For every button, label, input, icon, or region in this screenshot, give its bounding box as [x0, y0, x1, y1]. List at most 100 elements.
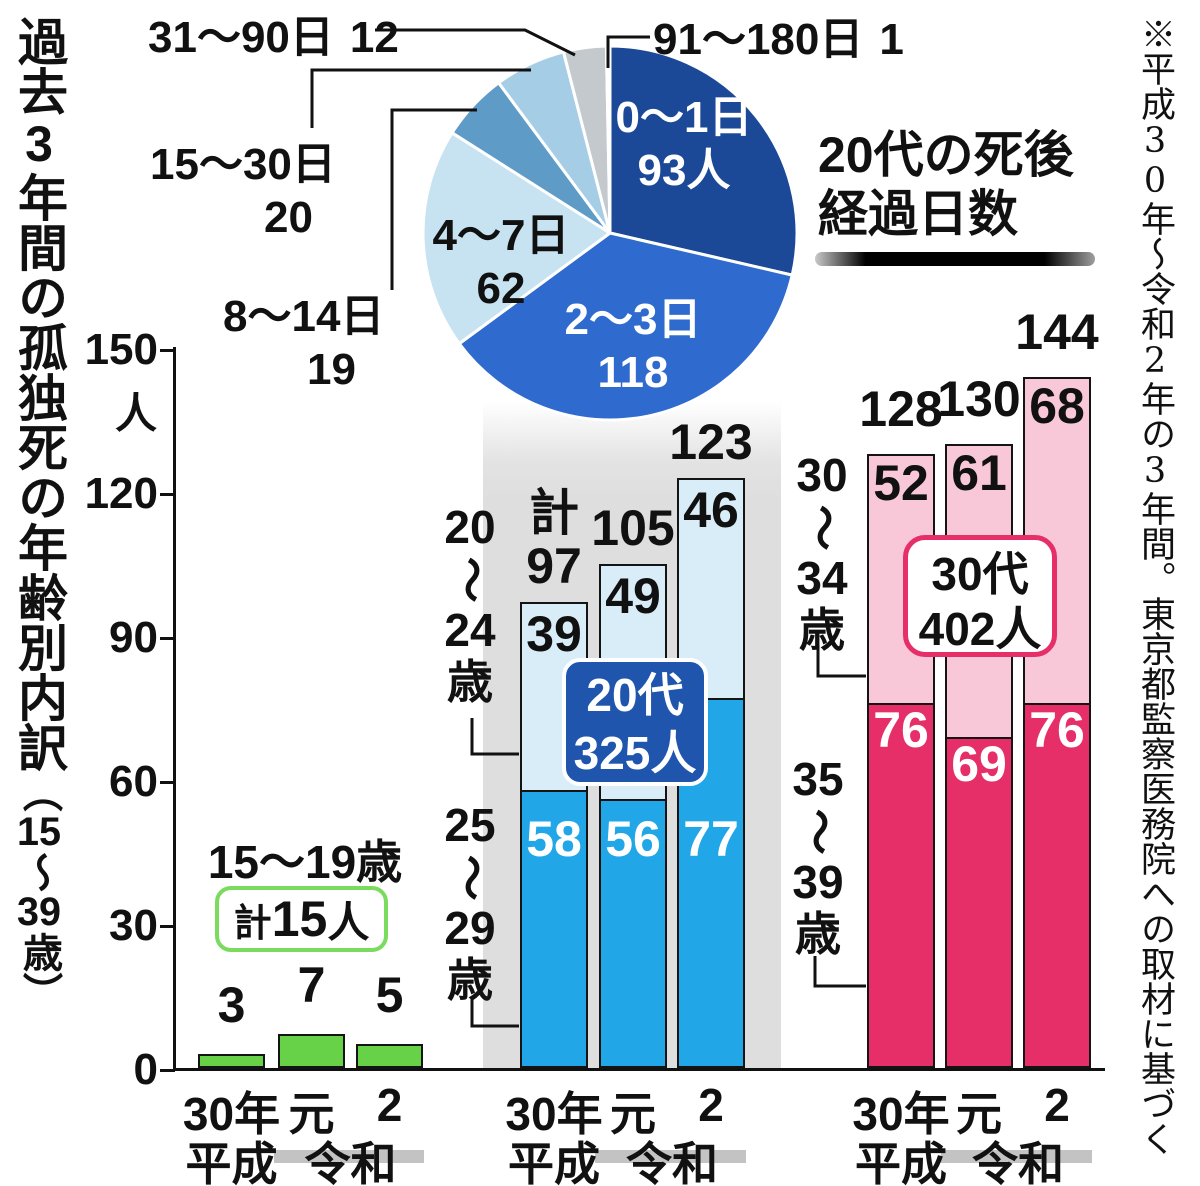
- bar-g2-0-lower: [867, 703, 935, 1068]
- x-axis-baseline: [173, 1068, 1105, 1071]
- source-note-vertical: ※平成30年～令和2年の3年間。東京都監察医務院への取材に基づく: [1135, 16, 1175, 1156]
- bar-g2-2-lower-value: 76: [1029, 702, 1085, 759]
- bar-g1-2-lower-value: 77: [683, 811, 739, 867]
- pie-slice-1: [457, 231, 794, 422]
- total-line: 144: [1015, 303, 1099, 360]
- bar-g1-1-total: 105: [558, 502, 708, 555]
- total-line: 97: [526, 538, 582, 595]
- pie-slice-0: [608, 44, 799, 277]
- pie-title: 20代の死後 経過日数: [818, 126, 1074, 243]
- bar-g2-0-upper: [867, 453, 935, 704]
- era-underline-g1: [595, 1150, 746, 1163]
- pie-title-underline: [815, 252, 1095, 266]
- pie-label-91-180: 91～180日 1: [653, 15, 904, 64]
- pie-label-8-14: 8～14日 19: [223, 292, 385, 394]
- era-label-reiwa-g0: 令和: [304, 1138, 397, 1186]
- bar-g2-1-lower: [945, 736, 1013, 1068]
- total-line: 5: [375, 967, 404, 1023]
- y-tick-150: [160, 349, 175, 352]
- era-label-reiwa-g2: 令和: [972, 1138, 1064, 1186]
- bracket-30-34: [816, 645, 866, 678]
- era-label-heisei-g2: 平成: [855, 1138, 947, 1186]
- era-label-heisei-g1: 平成: [508, 1138, 600, 1186]
- y-tick-label-0: 0: [133, 1045, 158, 1094]
- age-label-segment: 35: [792, 753, 844, 805]
- age-label-segment: 29: [444, 902, 496, 955]
- pie-slice-2: [421, 131, 612, 346]
- age-label-25-29: 25 ～ 29 歳: [444, 799, 496, 1006]
- bar-g0-2-total: 5: [315, 969, 465, 1022]
- badge-30s-total: 30代 402人: [903, 535, 1057, 657]
- era-label-reiwa-g1: 令和: [626, 1138, 718, 1186]
- era-underline-g2: [941, 1150, 1092, 1163]
- y-tick-60: [160, 781, 175, 784]
- bar-g0-0: [198, 1053, 265, 1068]
- bracket-35-39: [813, 956, 866, 988]
- age-label-segment: 歳: [446, 655, 493, 708]
- bracket-25-29: [470, 998, 519, 1028]
- total-line: 105: [591, 500, 675, 556]
- y-tick-label-30: 30: [109, 901, 158, 950]
- connector-31-90: [375, 28, 576, 57]
- bar-g2-1-upper-value: 61: [951, 445, 1007, 501]
- y-axis-unit-label: 人: [114, 390, 157, 437]
- bar-g2-2-upper-value: 68: [1029, 377, 1085, 434]
- bar-g2-1-total: 130: [904, 373, 1054, 426]
- bar-g1-1-lower: [599, 799, 667, 1068]
- era-label-heisei-g0: 平成: [185, 1138, 278, 1186]
- age-label-segment: 歳: [798, 603, 845, 656]
- age-label-35-39: 35 ～ 39 歳: [792, 753, 845, 960]
- bar-g1-0-lower-value: 58: [526, 811, 582, 867]
- chart-title-suffix: （15～39歳）: [17, 772, 61, 1012]
- total-line: 3: [217, 976, 246, 1033]
- bar-g2-0-upper-value: 52: [873, 454, 929, 511]
- y-tick-120: [160, 493, 175, 496]
- age-label-segment: 34: [796, 552, 848, 605]
- bar-g1-1-upper-value: 49: [605, 568, 661, 624]
- age-label-segment: ～: [796, 504, 849, 551]
- age-label-segment: 歳: [446, 953, 493, 1006]
- group-15-19-total-box: 計 15 人: [215, 886, 388, 952]
- era-underline-g0: [274, 1150, 424, 1163]
- bar-g2-2-lower: [1023, 703, 1091, 1068]
- bar-g1-0-total: 計 97: [479, 487, 629, 593]
- connector-91-180: [606, 35, 650, 68]
- x-label-g1-1: 元: [610, 1088, 656, 1140]
- connector-15-30: [310, 68, 531, 128]
- bar-g2-2-total: 144: [982, 303, 1132, 360]
- bar-g2-1-lower-value: 69: [951, 735, 1007, 792]
- total-line: 7: [297, 957, 326, 1014]
- bar-g0-1-total: 7: [237, 959, 387, 1012]
- age-label-30-34: 30 ～ 34 歳: [796, 449, 849, 656]
- x-label-g1-2: 2: [698, 1079, 724, 1131]
- y-tick-90: [160, 637, 175, 640]
- x-label-g2-0: 30年: [852, 1088, 950, 1140]
- bar-g2-0-lower-value: 76: [873, 702, 929, 759]
- connector-8-14: [390, 108, 477, 290]
- pie-label-31-90: 31～90日 12: [148, 13, 399, 62]
- pie-title-line2: 経過日数: [818, 185, 1018, 242]
- badge-20s-total: 20代 325人: [562, 658, 708, 786]
- bar-g1-0-upper-value: 39: [526, 606, 582, 663]
- bar-g1-2-upper-value: 46: [683, 481, 739, 538]
- y-tick-label-150: 150: [84, 325, 158, 374]
- x-label-g2-2: 2: [1044, 1079, 1070, 1131]
- bar-g0-1: [278, 1034, 345, 1068]
- bracket-20-24: [470, 718, 519, 756]
- pie-label-4-7: 4～7日 62: [432, 211, 570, 313]
- x-label-g0-0: 30年: [182, 1088, 281, 1140]
- age-label-segment: 39: [792, 856, 844, 909]
- pie-label-0-1: 0～1日 93人: [615, 93, 753, 195]
- age-label-segment: ～: [792, 808, 845, 855]
- age-label-segment: 24: [444, 604, 496, 657]
- age-label-segment: 歳: [794, 907, 841, 960]
- y-tick-label-120: 120: [84, 469, 158, 518]
- y-axis-line: [173, 347, 176, 1071]
- bar-g0-0-total: 3: [157, 976, 307, 1033]
- x-label-g0-1: 元: [288, 1088, 335, 1140]
- y-tick-30: [160, 925, 175, 928]
- total-line: 130: [937, 371, 1021, 427]
- y-tick-label-60: 60: [109, 757, 158, 806]
